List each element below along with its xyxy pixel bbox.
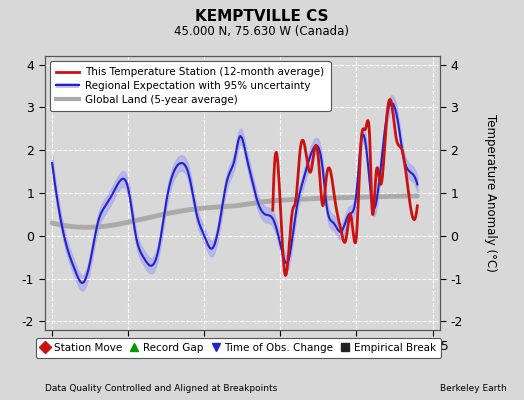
Legend: Station Move, Record Gap, Time of Obs. Change, Empirical Break: Station Move, Record Gap, Time of Obs. C… xyxy=(36,338,441,358)
Y-axis label: Temperature Anomaly (°C): Temperature Anomaly (°C) xyxy=(484,114,497,272)
Text: Berkeley Earth: Berkeley Earth xyxy=(440,384,507,393)
Text: 45.000 N, 75.630 W (Canada): 45.000 N, 75.630 W (Canada) xyxy=(174,25,350,38)
Text: Data Quality Controlled and Aligned at Breakpoints: Data Quality Controlled and Aligned at B… xyxy=(45,384,277,393)
Legend: This Temperature Station (12-month average), Regional Expectation with 95% uncer: This Temperature Station (12-month avera… xyxy=(50,61,331,111)
Text: KEMPTVILLE CS: KEMPTVILLE CS xyxy=(195,9,329,24)
